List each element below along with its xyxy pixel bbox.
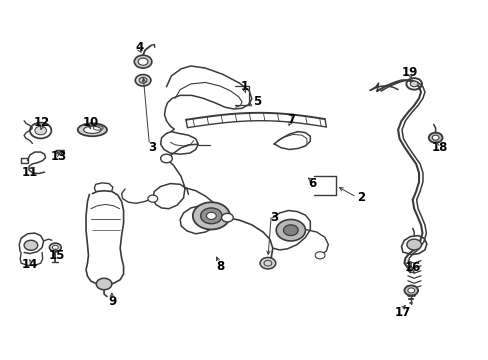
Circle shape: [52, 245, 58, 249]
Circle shape: [35, 126, 46, 135]
Circle shape: [96, 278, 112, 290]
Text: 9: 9: [108, 296, 117, 309]
Text: 17: 17: [394, 306, 410, 319]
Text: 11: 11: [22, 166, 38, 179]
Circle shape: [404, 285, 417, 296]
Circle shape: [160, 154, 172, 163]
Ellipse shape: [78, 123, 107, 136]
Text: 4: 4: [135, 41, 143, 54]
Text: 10: 10: [82, 116, 99, 129]
Text: 3: 3: [269, 211, 277, 224]
Circle shape: [262, 259, 273, 267]
Circle shape: [24, 240, 38, 250]
Text: 5: 5: [252, 95, 260, 108]
Circle shape: [406, 239, 421, 250]
Ellipse shape: [83, 126, 101, 134]
Circle shape: [260, 257, 275, 269]
Circle shape: [315, 252, 325, 259]
Circle shape: [428, 133, 442, 143]
Text: 2: 2: [357, 192, 365, 204]
Text: 15: 15: [48, 249, 65, 262]
Text: 8: 8: [216, 260, 224, 273]
Text: 6: 6: [308, 177, 316, 190]
Text: 7: 7: [286, 113, 294, 126]
Circle shape: [134, 55, 152, 68]
Circle shape: [431, 135, 438, 140]
Text: 18: 18: [430, 141, 447, 154]
Text: 12: 12: [34, 116, 50, 129]
Circle shape: [135, 75, 151, 86]
Text: 3: 3: [147, 141, 156, 154]
Circle shape: [148, 195, 158, 202]
Circle shape: [192, 202, 229, 229]
Circle shape: [409, 81, 417, 87]
Text: 19: 19: [401, 66, 418, 79]
Text: 14: 14: [22, 258, 38, 271]
Text: 1: 1: [240, 80, 248, 93]
Text: 16: 16: [404, 261, 420, 274]
Circle shape: [276, 220, 305, 241]
Circle shape: [138, 58, 148, 65]
Circle shape: [206, 212, 216, 220]
Circle shape: [407, 288, 414, 293]
Circle shape: [283, 225, 298, 235]
Circle shape: [221, 213, 233, 222]
Text: 13: 13: [51, 150, 67, 163]
Circle shape: [200, 208, 222, 224]
Circle shape: [49, 243, 61, 252]
